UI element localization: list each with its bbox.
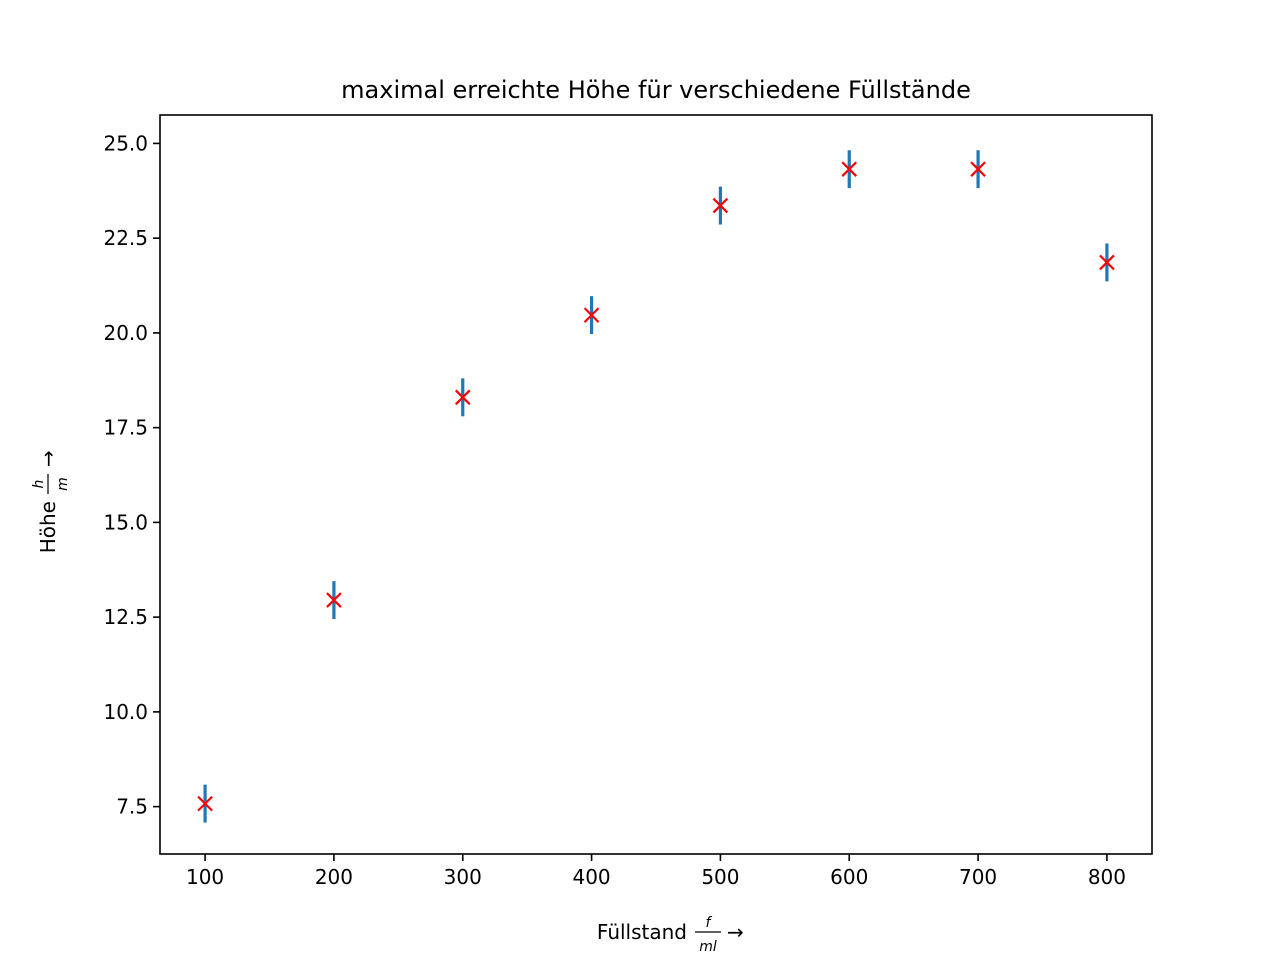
marker-stroke bbox=[583, 307, 600, 323]
x-tick-label: 100 bbox=[186, 865, 224, 889]
x-axis-ticks: 100 200 300 400 500 600 700 800 bbox=[186, 854, 1126, 889]
x-axis-label: Füllstand f ml → bbox=[597, 915, 744, 955]
plot-area-frame bbox=[159, 114, 1153, 855]
y-axis-label-arrow: → bbox=[36, 450, 60, 467]
y-axis-unit-denominator: m bbox=[55, 477, 71, 491]
data-point-marker bbox=[1099, 254, 1115, 271]
marker-stroke bbox=[712, 197, 729, 214]
y-tick-label: 17.5 bbox=[103, 416, 148, 440]
marker-stroke bbox=[1099, 254, 1115, 271]
x-tick-label: 300 bbox=[444, 865, 482, 889]
y-tick-label: 10.0 bbox=[103, 700, 148, 724]
x-axis-label-arrow: → bbox=[727, 920, 744, 944]
data-point-marker bbox=[712, 197, 729, 214]
marker-stroke bbox=[197, 795, 213, 812]
marker-layer bbox=[197, 161, 1115, 812]
y-axis-label: Höhe h m → bbox=[31, 450, 71, 553]
marker-stroke bbox=[326, 592, 342, 608]
data-point-marker bbox=[583, 307, 600, 323]
data-point-marker bbox=[197, 795, 213, 812]
marker-stroke bbox=[970, 161, 986, 177]
y-tick-label: 12.5 bbox=[103, 605, 148, 629]
data-point-marker bbox=[454, 389, 471, 406]
y-axis-label-text: Höhe bbox=[36, 501, 60, 553]
x-tick-label: 500 bbox=[701, 865, 739, 889]
marker-stroke bbox=[454, 389, 471, 406]
data-point-marker bbox=[841, 161, 858, 177]
y-axis-unit-numerator: h bbox=[31, 480, 47, 489]
marker-stroke bbox=[841, 161, 858, 177]
x-tick-label: 600 bbox=[830, 865, 868, 889]
y-tick-label: 22.5 bbox=[103, 226, 148, 250]
x-tick-label: 800 bbox=[1088, 865, 1126, 889]
x-axis-label-text: Füllstand bbox=[597, 920, 687, 944]
x-tick-label: 400 bbox=[572, 865, 610, 889]
y-tick-label: 25.0 bbox=[103, 131, 148, 155]
chart-title: maximal erreichte Höhe für verschiedene … bbox=[341, 76, 971, 104]
x-tick-label: 200 bbox=[315, 865, 353, 889]
y-axis-ticks: 7.5 10.0 12.5 15.0 17.5 20.0 22.5 25.0 bbox=[103, 131, 160, 819]
x-tick-label: 700 bbox=[959, 865, 997, 889]
y-tick-label: 7.5 bbox=[116, 795, 148, 819]
data-point-marker bbox=[326, 592, 342, 608]
data-point-marker bbox=[970, 161, 986, 177]
x-axis-unit-denominator: ml bbox=[699, 939, 717, 955]
y-tick-label: 20.0 bbox=[103, 321, 148, 345]
y-tick-label: 15.0 bbox=[103, 510, 148, 534]
x-axis-unit-numerator: f bbox=[706, 915, 713, 931]
